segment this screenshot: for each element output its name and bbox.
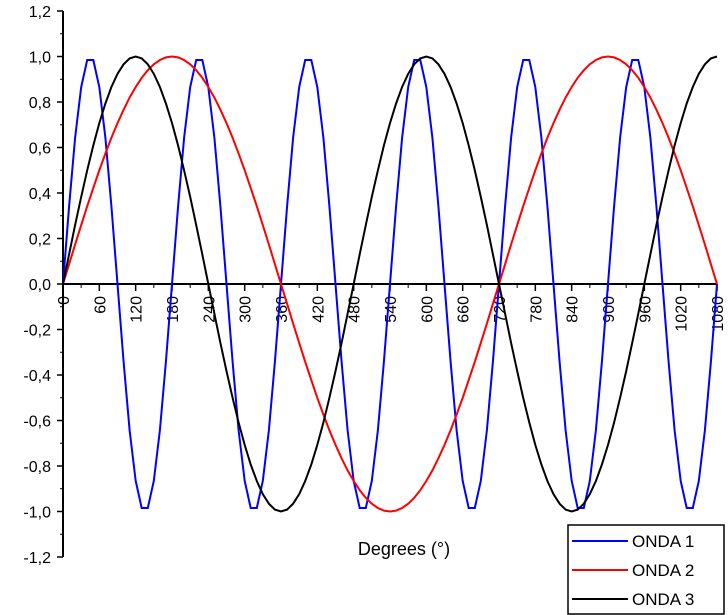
x-axis-title: Degrees (°) (358, 539, 450, 559)
x-tick-label: 600 (419, 296, 436, 323)
x-tick-label: 300 (238, 296, 255, 323)
series-layer (62, 55, 718, 513)
legend-label-1: ONDA 1 (632, 532, 694, 551)
y-tick-label: 0,2 (29, 232, 51, 249)
x-tick-label: 420 (310, 296, 327, 323)
x-tick-label: 780 (528, 296, 545, 323)
x-axis: 0 60 120 180 240 300 360 420 480 540 600 660 720 780 8… (56, 283, 727, 332)
y-tick-label: 0,0 (29, 277, 51, 294)
y-tick-label: -1,2 (23, 550, 51, 567)
y-tick-label: 0,6 (29, 141, 51, 158)
x-tick-label: 900 (601, 296, 618, 323)
x-tick-label: 660 (456, 296, 473, 323)
x-tick-label: 960 (637, 296, 654, 323)
x-tick-label: 480 (347, 296, 364, 323)
series-line-1 (62, 59, 718, 509)
series-line-3 (62, 55, 718, 513)
y-tick-label: 0,8 (29, 95, 51, 112)
y-tick-label: 1,0 (29, 50, 51, 67)
x-tick-label: 60 (92, 296, 109, 314)
legend: ONDA 1 ONDA 2 ONDA 3 (567, 524, 725, 615)
x-tick-label: 540 (383, 296, 400, 323)
y-axis: -1,2 -1,0 -0,8 -0,6 -0,4 -0,2 0,0 0,2 0,4 0,6 0,8 1… (23, 4, 64, 567)
y-tick-label: -1,0 (23, 505, 51, 522)
legend-label-2: ONDA 2 (632, 561, 694, 580)
x-tick-label: 180 (165, 296, 182, 323)
y-tick-label: -0,8 (23, 459, 51, 476)
series-line-2 (62, 55, 718, 513)
y-tick-label: -0,6 (23, 414, 51, 431)
x-tick-label: 1080 (710, 296, 727, 332)
x-tick-label: 840 (565, 296, 582, 323)
y-tick-label: 1,2 (29, 4, 51, 21)
legend-label-3: ONDA 3 (632, 590, 694, 609)
x-tick-label: 120 (129, 296, 146, 323)
y-tick-label: -0,2 (23, 323, 51, 340)
x-tick-label: 0 (56, 296, 73, 305)
y-tick-label: -0,4 (23, 368, 51, 385)
x-tick-label: 1020 (674, 296, 691, 332)
y-tick-label: 0,4 (29, 186, 51, 203)
